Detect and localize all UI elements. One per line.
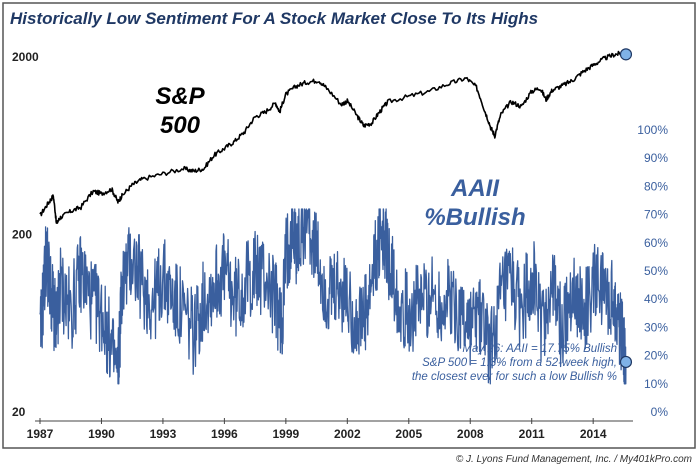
right-axis-tick-label: 100% xyxy=(637,123,668,137)
x-axis-tick-label: 2002 xyxy=(334,427,361,441)
right-axis-tick-label: 0% xyxy=(651,405,669,419)
chart-title: Historically Low Sentiment For A Stock M… xyxy=(10,9,538,28)
right-axis-tick-label: 60% xyxy=(644,236,668,250)
x-axis-tick-label: 1999 xyxy=(273,427,300,441)
x-axis-tick-label: 1990 xyxy=(88,427,115,441)
right-axis-tick-label: 70% xyxy=(644,208,668,222)
x-axis-tick-label: 2008 xyxy=(457,427,484,441)
left-axis-tick-label: 20 xyxy=(12,405,26,419)
x-axis-tick-label: 1987 xyxy=(27,427,54,441)
left-axis-tick-label: 200 xyxy=(12,228,32,242)
x-axis-tick-label: 2014 xyxy=(580,427,607,441)
right-axis-tick-label: 10% xyxy=(644,377,668,391)
sp500-end-marker xyxy=(619,48,633,61)
annotation-text: May 26: AAII = 17.75% Bullish S&P 500 = 1… xyxy=(412,343,617,383)
x-axis-tick-label: 1996 xyxy=(211,427,238,441)
right-axis-tick-label: 90% xyxy=(644,151,668,165)
right-axis-tick-label: 40% xyxy=(644,292,668,306)
right-axis-tick-label: 50% xyxy=(644,264,668,278)
x-axis-tick-label: 2011 xyxy=(519,427,545,441)
right-axis-tick-label: 30% xyxy=(644,320,668,334)
x-axis-tick-label: 1993 xyxy=(150,427,177,441)
right-axis-tick-label: 20% xyxy=(644,349,668,363)
series-line-sp500 xyxy=(39,50,627,224)
left-axis-tick-label: 2000 xyxy=(12,50,39,64)
right-axis-tick-label: 80% xyxy=(644,179,668,193)
series-label-sp500: S&P 500 xyxy=(155,83,205,139)
x-axis-tick-label: 2005 xyxy=(395,427,422,441)
series-label-aaii: AAII %Bullish xyxy=(424,175,525,231)
series-line-aaii-bullish xyxy=(39,208,627,385)
aaii-end-marker xyxy=(619,355,633,369)
credit-text: © J. Lyons Fund Management, Inc. / My401… xyxy=(456,454,692,465)
